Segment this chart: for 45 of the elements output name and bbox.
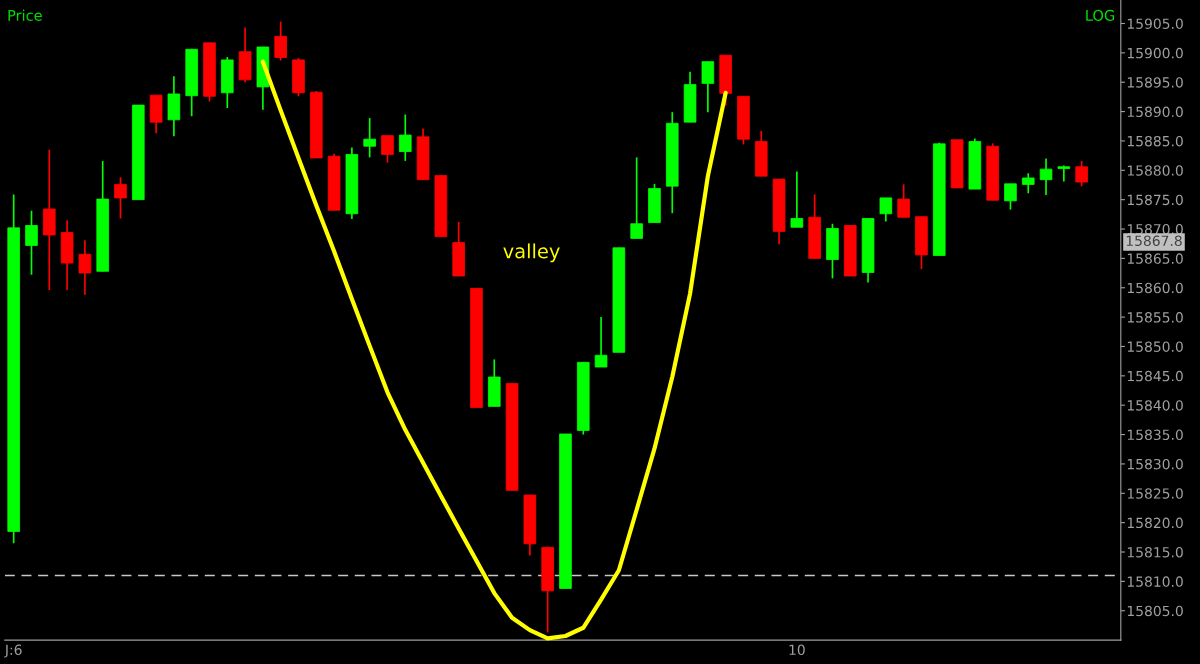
y-tick-label: 15895.0 xyxy=(1127,77,1183,88)
candlestick xyxy=(1021,172,1035,195)
annotation: LOG xyxy=(1086,9,1115,21)
candlestick xyxy=(879,197,893,223)
y-tick-label: 15810.0 xyxy=(1127,576,1183,587)
candlestick xyxy=(594,316,608,368)
candlestick xyxy=(630,156,643,240)
y-tick-label: 15850.0 xyxy=(1127,341,1183,352)
candlestick xyxy=(78,239,92,296)
y-tick-label: 15880.0 xyxy=(1127,165,1183,176)
y-tick-label: 15830.0 xyxy=(1127,458,1183,470)
candlestick xyxy=(1057,164,1071,183)
annotation: Price xyxy=(8,9,42,21)
x-tick-label: 10 xyxy=(789,644,805,656)
candlestick xyxy=(701,60,715,113)
y-tick-label: 15845.0 xyxy=(1127,370,1183,382)
candlestick xyxy=(1039,157,1053,196)
y-tick-label: 15835.0 xyxy=(1127,429,1183,441)
text: 15867.8 xyxy=(1126,235,1182,246)
candlestick xyxy=(1004,182,1017,211)
y-tick-label: 15820.0 xyxy=(1127,517,1183,529)
y-tick-label: 15840.0 xyxy=(1127,400,1183,411)
candlestick xyxy=(363,117,376,159)
y-tick-label: 15815.0 xyxy=(1127,546,1183,558)
y-tick-label: 15900.0 xyxy=(1127,47,1183,59)
x-tick-label: J:6 xyxy=(4,644,22,658)
candlestick xyxy=(114,176,127,220)
candlestick xyxy=(398,113,412,162)
candlestick xyxy=(381,134,394,164)
candlestick xyxy=(274,20,287,62)
y-tick-label: 15865.0 xyxy=(1127,253,1183,264)
y-tick-label: 15890.0 xyxy=(1127,106,1183,118)
y-tick-label: 15825.0 xyxy=(1127,488,1183,499)
candlestick xyxy=(790,170,804,229)
y-tick-label: 15885.0 xyxy=(1127,135,1183,147)
y-tick-label: 15805.0 xyxy=(1127,605,1183,617)
y-tick-label: 15905.0 xyxy=(1127,18,1183,29)
candlestick xyxy=(1075,160,1088,187)
annotation: valley xyxy=(503,243,560,263)
y-tick-label: 15870.0 xyxy=(1127,223,1183,235)
y-tick-label: 15860.0 xyxy=(1127,282,1183,294)
y-tick-label: 15875.0 xyxy=(1127,194,1183,206)
candlestick xyxy=(897,183,910,219)
candlestick xyxy=(25,209,38,276)
y-tick-label: 15855.0 xyxy=(1127,312,1183,323)
